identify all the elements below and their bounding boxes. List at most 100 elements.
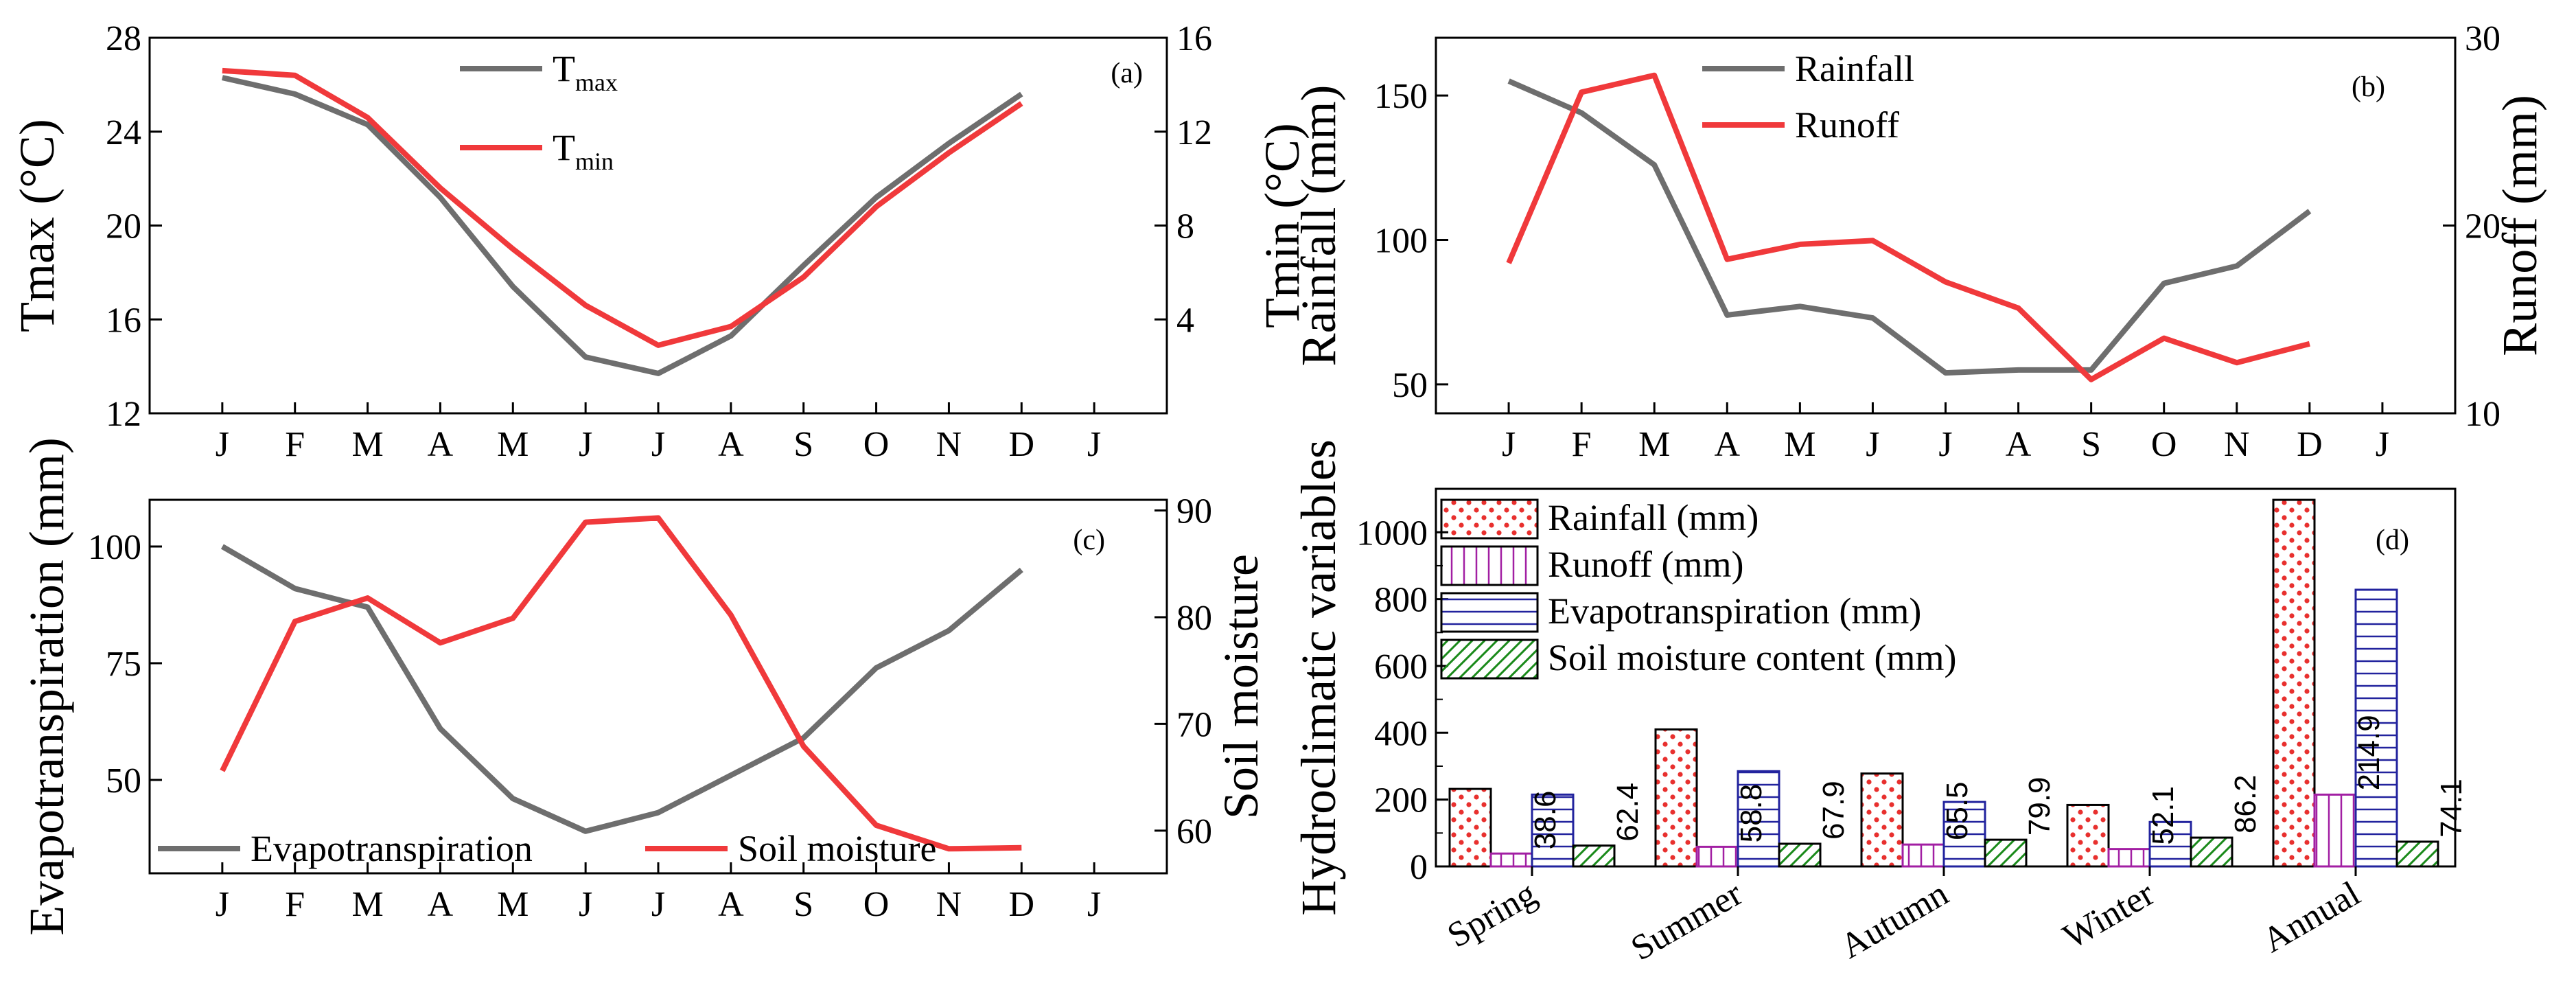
x-tick-label: D bbox=[1009, 425, 1035, 464]
right-y-tick-label: 20 bbox=[2465, 207, 2500, 246]
legend-swatch bbox=[1440, 545, 1539, 586]
x-tick-label: J bbox=[216, 885, 229, 924]
series-line-runoff bbox=[1506, 72, 2310, 382]
x-tick-label: S bbox=[2081, 425, 2101, 464]
legend-label: Soil moisture content (mm) bbox=[1548, 637, 1956, 678]
right-y-tick-label: 4 bbox=[1176, 301, 1194, 340]
x-tick-label: J bbox=[1087, 885, 1101, 924]
bar-rainfall bbox=[2066, 803, 2110, 868]
bar-runoff bbox=[1489, 852, 1533, 868]
plot-frame bbox=[148, 36, 1168, 415]
bar-evapotranspiration bbox=[1531, 793, 1575, 868]
x-tick-label: F bbox=[285, 885, 305, 924]
x-tick-label: Winter bbox=[2056, 874, 2161, 957]
legend-label-main: Evapotranspiration bbox=[251, 828, 533, 869]
right-axis-title: Runoff (mm) bbox=[2492, 95, 2547, 356]
bar-rainfall bbox=[2272, 498, 2316, 868]
legend-label-main: Soil moisture bbox=[738, 828, 937, 869]
x-tick-label: A bbox=[718, 425, 744, 464]
legend-label: Tmin bbox=[553, 127, 614, 175]
x-tick-label: M bbox=[497, 885, 529, 924]
right-y-tick-label: 70 bbox=[1176, 705, 1212, 744]
x-tick-label: J bbox=[1087, 425, 1101, 464]
y-tick-label: 400 bbox=[1374, 714, 1428, 753]
panel-c-evapotranspiration-soil-moisture: J F M A M J J A S O N D J 50 75 100 Evapotranspiration (… bbox=[19, 437, 1268, 936]
x-tick-label: A bbox=[2006, 425, 2032, 464]
x-tick-label: J bbox=[579, 885, 592, 924]
legend-label: Evapotranspiration bbox=[251, 828, 533, 869]
right-y-tick-label: 60 bbox=[1176, 812, 1212, 851]
x-tick-label: J bbox=[216, 425, 229, 464]
legend-label: Tmax bbox=[553, 48, 618, 96]
x-tick-label: O bbox=[863, 885, 890, 924]
legend-swatch bbox=[1440, 638, 1539, 680]
bar-runoff bbox=[2313, 793, 2357, 868]
x-tick-label: Summer bbox=[1625, 874, 1749, 968]
left-y-tick-label: 100 bbox=[88, 528, 141, 567]
x-tick-label: A bbox=[718, 885, 744, 924]
y-tick-label: 600 bbox=[1374, 647, 1428, 687]
left-y-tick-label: 28 bbox=[106, 19, 141, 58]
right-axis-title: Soil moisture bbox=[1214, 554, 1268, 819]
bar-rainfall bbox=[1654, 728, 1698, 868]
left-y-tick-label: 50 bbox=[1392, 366, 1428, 405]
x-tick-label: D bbox=[2297, 425, 2323, 464]
x-tick-label: J bbox=[1866, 425, 1879, 464]
bar-value-label: 62.4 bbox=[1611, 783, 1645, 842]
x-tick-label: Autumn bbox=[1834, 874, 1955, 967]
left-y-tick-label: 24 bbox=[106, 113, 141, 152]
bar-soil bbox=[2190, 836, 2233, 868]
left-axis-title: Evapotranspiration (mm) bbox=[19, 437, 74, 936]
bar-evapotranspiration bbox=[2148, 820, 2192, 868]
x-tick-label: J bbox=[2376, 425, 2389, 464]
bar-runoff bbox=[1901, 843, 1945, 868]
left-y-tick-label: 150 bbox=[1374, 77, 1428, 116]
x-tick-label: N bbox=[936, 425, 962, 464]
bar-rainfall bbox=[1448, 787, 1492, 868]
legend-swatch bbox=[1440, 592, 1539, 633]
panel-b-rainfall-runoff: J F M A M J J A S O N D J 50 100 150 Rainfall (mm) 10 20 30… bbox=[1291, 19, 2547, 464]
left-y-tick-label: 12 bbox=[106, 395, 141, 434]
bar-soil bbox=[1572, 844, 1616, 868]
bar-soil bbox=[2395, 840, 2439, 868]
left-y-tick-label: 20 bbox=[106, 207, 141, 246]
x-tick-label: M bbox=[1784, 425, 1815, 464]
bar-value-label: 67.9 bbox=[1817, 781, 1850, 840]
x-tick-label: F bbox=[285, 425, 305, 464]
x-tick-label: M bbox=[351, 885, 383, 924]
bar-soil bbox=[1984, 838, 2028, 868]
x-tick-label: S bbox=[793, 885, 813, 924]
bar-runoff bbox=[1695, 845, 1739, 868]
bar-value-label: 65.5 bbox=[1940, 781, 1974, 840]
right-y-tick-label: 80 bbox=[1176, 599, 1212, 638]
x-tick-label: M bbox=[1638, 425, 1670, 464]
bar-value-label: 38.6 bbox=[1529, 791, 1562, 850]
x-tick-label: O bbox=[863, 425, 890, 464]
x-tick-label: A bbox=[1715, 425, 1741, 464]
plot-frame bbox=[148, 498, 1168, 875]
x-tick-label: J bbox=[1938, 425, 1952, 464]
x-tick-label: A bbox=[428, 425, 454, 464]
right-y-tick-label: 16 bbox=[1176, 19, 1212, 58]
series-line-soil-moisture bbox=[220, 515, 1022, 852]
legend-label-main: T bbox=[553, 127, 575, 168]
plot-frame bbox=[1435, 36, 2457, 415]
x-tick-label: M bbox=[497, 425, 529, 464]
series-line-rainfall bbox=[1507, 78, 2312, 376]
legend-label-main: Runoff bbox=[1795, 104, 1899, 146]
x-tick-label: O bbox=[2151, 425, 2177, 464]
y-tick-label: 0 bbox=[1410, 848, 1428, 887]
legend-label-subscript: min bbox=[575, 148, 614, 175]
bar-rainfall bbox=[1860, 772, 1904, 868]
x-tick-label: S bbox=[793, 425, 813, 464]
x-tick-label: J bbox=[651, 425, 665, 464]
legend-label-main: T bbox=[553, 48, 575, 89]
x-tick-label: A bbox=[428, 885, 454, 924]
y-axis-title: Hydroclimatic variables bbox=[1291, 439, 1346, 916]
y-tick-label: 800 bbox=[1374, 581, 1428, 620]
bar-value-label: 52.1 bbox=[2146, 786, 2180, 845]
left-y-tick-label: 100 bbox=[1374, 222, 1428, 261]
x-tick-label: J bbox=[1502, 425, 1516, 464]
legend-label-main: Rainfall bbox=[1795, 48, 1914, 89]
legend-label: Soil moisture bbox=[738, 828, 937, 869]
